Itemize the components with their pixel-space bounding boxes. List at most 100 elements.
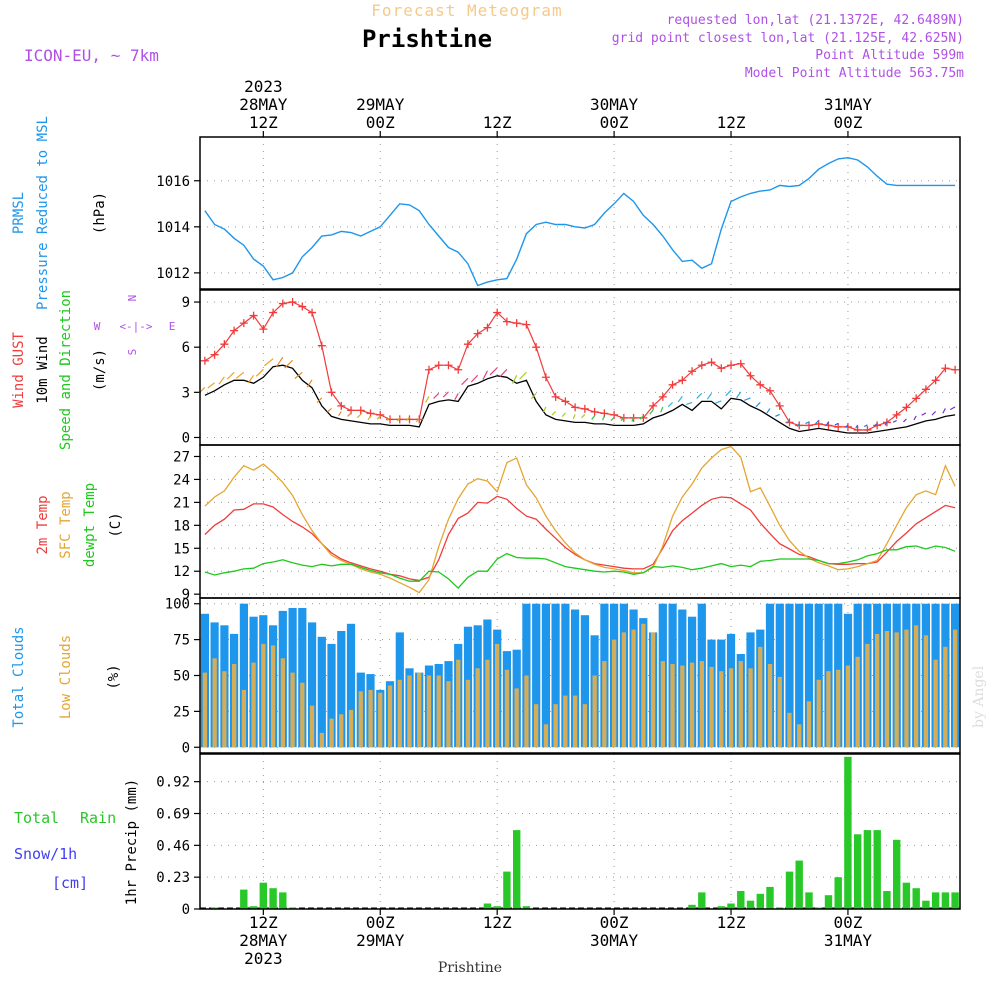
low-clouds-bar — [534, 704, 539, 748]
low-clouds-bar — [329, 718, 334, 748]
wind-direction-arrow — [235, 371, 245, 379]
rain-bar — [854, 834, 862, 909]
clouds-ytick-label: 100 — [165, 597, 190, 613]
wind-direction-arrow — [631, 417, 635, 422]
wind-direction-arrow — [686, 401, 693, 406]
wind-direction-arrow — [921, 412, 927, 416]
wind-gust-marker — [327, 388, 336, 397]
low-clouds-bar — [387, 685, 393, 748]
wind-direction-arrow — [247, 374, 255, 384]
low-clouds-bar — [836, 669, 841, 748]
low-clouds-bar — [232, 664, 237, 748]
wind-gust-marker — [532, 343, 541, 352]
total-clouds-bar — [541, 603, 550, 748]
pressure-ytick-label: 1014 — [156, 220, 190, 236]
wind-direction-arrow — [306, 379, 313, 388]
wind-direction-arrow — [542, 406, 547, 413]
low-clouds-bar — [553, 704, 558, 748]
point-altitude: Point Altitude 599m — [815, 48, 964, 63]
compass-east: E — [169, 320, 176, 333]
wind-direction-arrow — [316, 397, 323, 404]
low-clouds-bar — [923, 635, 929, 748]
low-clouds-bar — [397, 679, 402, 748]
wind-direction-arrow — [902, 418, 907, 423]
wind-direction-arrow — [397, 417, 401, 422]
precip-rain-label: Rain — [80, 809, 116, 827]
total-clouds-bar — [346, 623, 356, 748]
wind-10m-label: 10m Wind — [35, 336, 51, 403]
low-clouds-bar — [358, 691, 363, 748]
model-altitude: Model Point Altitude 563.75m — [745, 66, 964, 81]
wind-gust-marker — [259, 325, 268, 334]
wind-direction-arrow — [667, 401, 673, 408]
low-clouds-bar — [748, 668, 753, 748]
wind-direction-arrow — [639, 415, 644, 420]
wind-gust-marker — [551, 392, 560, 401]
low-clouds-bar — [699, 661, 704, 748]
wind-direction-arrow — [775, 413, 780, 417]
wind-gust-marker — [278, 299, 287, 308]
low-clouds-bar — [290, 672, 295, 748]
wind-direction-arrow — [376, 415, 381, 420]
low-clouds-bar — [709, 666, 714, 748]
low-clouds-bar — [270, 645, 276, 748]
low-clouds-bar — [787, 712, 792, 748]
precip-ytick-label: 0 — [182, 902, 190, 918]
temp-2m-label: 2m Temp — [35, 495, 51, 554]
wind-gust-marker — [483, 323, 492, 332]
temp-dewpt-line — [204, 545, 956, 590]
wind-gust-marker — [590, 407, 599, 416]
temp-ytick-label: 9 — [182, 587, 190, 603]
wind-direction-arrow — [660, 406, 664, 413]
wind-gust-marker — [269, 308, 278, 317]
total-clouds-bar — [298, 608, 307, 748]
rain-bar — [727, 903, 735, 909]
wind-direction-arrow — [942, 408, 946, 414]
low-clouds-bar — [855, 656, 860, 748]
wind-direction-arrow — [815, 420, 820, 424]
precip-ytick-label: 0.92 — [156, 775, 190, 791]
temp-frame — [199, 444, 961, 599]
rain-bar — [785, 871, 794, 909]
low-clouds-bar — [436, 675, 441, 748]
wind-gust-marker — [463, 340, 472, 349]
top-time-label: 29MAY — [356, 95, 405, 114]
low-clouds-bar — [758, 646, 763, 748]
model-label: ICON-EU, ~ 7km — [24, 46, 159, 65]
rain-bar — [269, 888, 277, 909]
bottom-time-label: 00Z — [600, 913, 629, 932]
wind-gust-marker — [795, 421, 804, 430]
wind-ytick-label: 6 — [182, 340, 190, 356]
pressure-line — [204, 156, 956, 287]
wind-gust-marker — [678, 376, 687, 385]
rain-bar — [883, 891, 891, 909]
wind-direction-arrow — [892, 419, 897, 423]
wind-gust-marker — [941, 364, 950, 373]
wind-direction-arrow — [561, 412, 566, 418]
pressure-plot — [204, 156, 956, 287]
low-clouds-bar — [621, 632, 626, 748]
total-clouds-bar — [327, 643, 336, 748]
wind-gust-marker — [580, 404, 589, 413]
low-clouds-bar — [592, 675, 597, 748]
wind-direction-arrow — [442, 391, 449, 398]
wind-direction-arrow — [499, 368, 508, 378]
low-clouds-bar — [894, 632, 899, 748]
low-clouds-bar — [914, 625, 919, 748]
wind-direction-arrow — [786, 420, 790, 424]
wind-direction-arrow — [834, 422, 839, 426]
rain-bar — [931, 892, 940, 909]
wind-gust-marker — [376, 410, 385, 419]
low-clouds-bar — [875, 633, 880, 748]
top-time-label: 00Z — [833, 113, 862, 132]
total-clouds-bar — [532, 603, 541, 748]
low-clouds-bar — [309, 705, 315, 748]
wind-direction-arrow — [725, 389, 732, 397]
compass-north: N — [126, 295, 139, 302]
wind-plot — [198, 298, 960, 434]
wind-direction-arrow — [874, 423, 878, 427]
wind-direction-arrow — [470, 374, 479, 383]
clouds-y-axis: 0 25 50 75 100 — [165, 597, 200, 756]
temp-grid — [200, 445, 960, 598]
total-clouds-bar — [239, 603, 248, 748]
